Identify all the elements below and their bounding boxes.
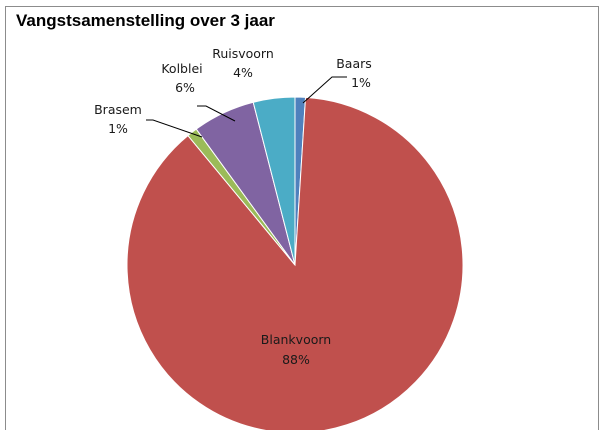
slice-value-ruisvoorn: 4% bbox=[233, 65, 253, 80]
slice-label-ruisvoorn: Ruisvoorn bbox=[212, 46, 274, 61]
slice-label-kolblei: Kolblei bbox=[161, 61, 202, 76]
slice-label-blankvoorn: Blankvoorn bbox=[261, 332, 331, 347]
leader-line-brasem bbox=[146, 119, 203, 138]
slice-value-blankvoorn: 88% bbox=[282, 352, 310, 367]
slice-value-brasem: 1% bbox=[108, 121, 128, 136]
chart-title: Vangstsamenstelling over 3 jaar bbox=[16, 11, 275, 30]
leader-line-kolblei bbox=[197, 105, 236, 122]
slice-value-kolblei: 6% bbox=[175, 80, 195, 95]
pie-slice-ruisvoorn bbox=[252, 96, 296, 266]
leader-line-baars bbox=[302, 76, 347, 104]
slice-label-baars: Baars bbox=[336, 56, 372, 71]
chart-area: Vangstsamenstelling over 3 jaar Baars 1% B… bbox=[5, 6, 599, 430]
pie-slice-blankvoorn bbox=[126, 96, 464, 430]
pie-chart: Baars 1% Blankvoorn 88% Brasem 1% Kolblei 6% Rui… bbox=[94, 46, 464, 430]
slice-value-baars: 1% bbox=[351, 75, 371, 90]
slice-label-brasem: Brasem bbox=[94, 102, 142, 117]
